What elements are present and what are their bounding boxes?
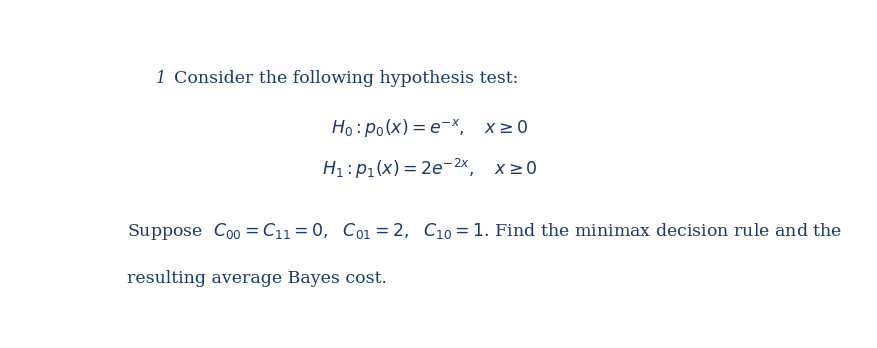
Text: Consider the following hypothesis test:: Consider the following hypothesis test:	[175, 70, 518, 87]
Text: resulting average Bayes cost.: resulting average Bayes cost.	[126, 269, 387, 286]
Text: $H_1 : p_1(x) = 2e^{-2x}, \quad x \geq 0$: $H_1 : p_1(x) = 2e^{-2x}, \quad x \geq 0…	[321, 157, 537, 181]
Text: $H_0 : p_0(x) = e^{-x}, \quad x \geq 0$: $H_0 : p_0(x) = e^{-x}, \quad x \geq 0$	[331, 117, 527, 139]
Text: Suppose  $C_{00} = C_{11} = 0,$  $C_{01} = 2,$  $C_{10} = 1$. Find the minimax d: Suppose $C_{00} = C_{11} = 0,$ $C_{01} =…	[126, 221, 841, 242]
Text: 1: 1	[156, 70, 166, 87]
